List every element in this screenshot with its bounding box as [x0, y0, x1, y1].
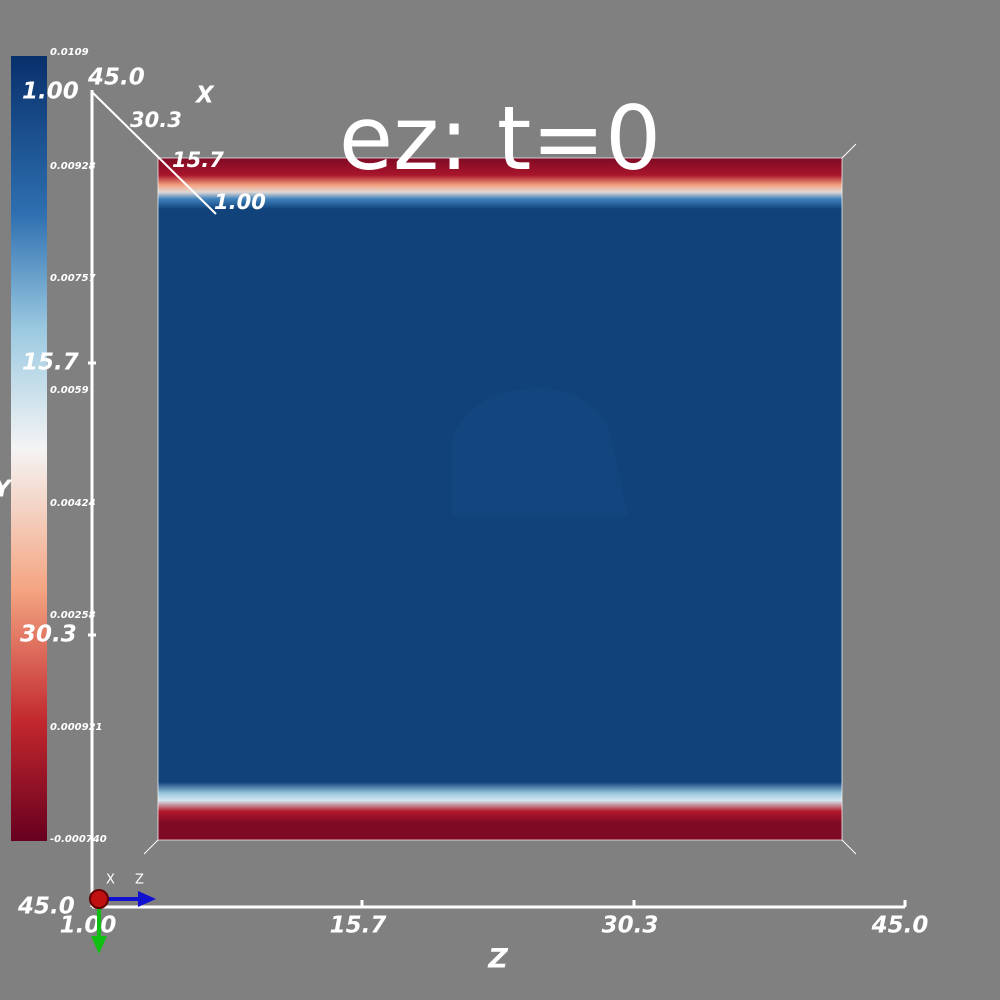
z-tick-label: 15.7	[330, 913, 387, 939]
colorbar-label: 0.0059	[50, 385, 89, 396]
title: ez: t=0	[339, 87, 661, 190]
colorbar-label: 0.000921	[50, 722, 103, 733]
y-tick-label: 1.00	[22, 79, 79, 105]
colorbar-label: 0.00757	[50, 273, 96, 284]
x-tick-label: 1.00	[214, 190, 266, 214]
colorbar-label: 0.00424	[50, 498, 96, 509]
colorbar-label: 0.00928	[50, 161, 96, 172]
y-axis-title: Y	[0, 477, 13, 503]
z-axis-title: Z	[487, 944, 508, 975]
outline	[157, 157, 843, 841]
colorbar-label: 0.0109	[50, 47, 89, 58]
colorbar-labels: 0.0109 0.00928 0.00757 0.0059 0.00424 0.…	[50, 47, 107, 845]
y-tick-label: 45.0	[17, 894, 75, 920]
faint-feature	[452, 388, 628, 515]
y-tick-label: 15.7	[22, 350, 79, 376]
colorbar-label: 0.00258	[50, 610, 96, 621]
triad-label: Z	[135, 873, 144, 888]
x-tick-label: 15.7	[172, 148, 224, 172]
z-tick-label: 30.3	[602, 913, 659, 939]
orientation-triad: X Z	[89, 873, 156, 954]
axes	[88, 90, 907, 909]
z-tick-label: 1.00	[60, 913, 117, 939]
colorbar-label: -0.000740	[50, 834, 107, 845]
x-tick-label: 30.3	[130, 108, 182, 132]
y-tick-label: 30.3	[20, 622, 77, 648]
triad-label: X	[106, 873, 115, 888]
x-axis-title: X	[194, 83, 215, 109]
z-tick-label: 45.0	[871, 913, 929, 939]
x-tick-label: 45.0	[87, 65, 145, 91]
corner-marks	[143, 143, 857, 855]
colorbar	[11, 56, 47, 841]
